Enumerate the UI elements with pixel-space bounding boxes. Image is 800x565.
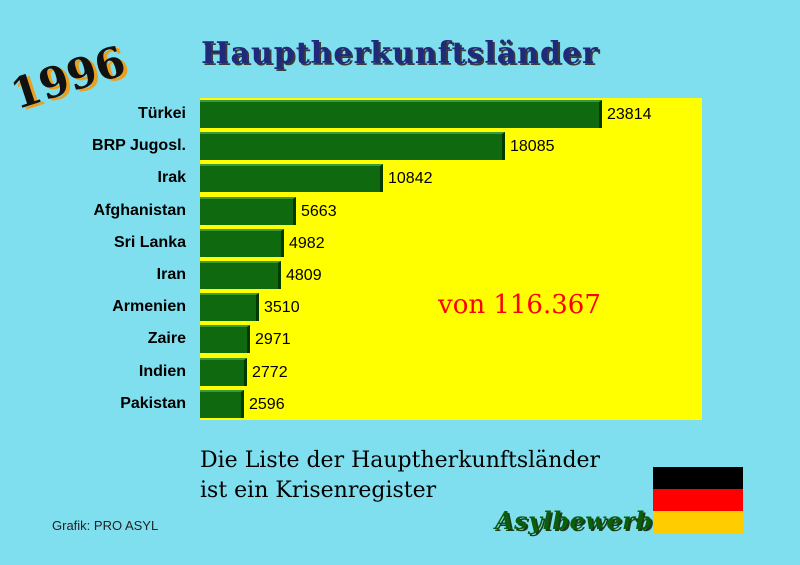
category-label: Iran bbox=[156, 266, 186, 283]
category-label: Afghanistan bbox=[93, 201, 186, 219]
caption: Die Liste der Hauptherkunftsländer ist e… bbox=[200, 446, 600, 506]
category-label: BRP Jugosl. bbox=[92, 137, 186, 155]
flag-stripe-red bbox=[653, 489, 743, 511]
value-label: 2596 bbox=[249, 395, 285, 413]
category-label: Indien bbox=[138, 362, 186, 380]
value-label: 4982 bbox=[289, 234, 325, 252]
total-annotation: von 116.367 bbox=[438, 290, 601, 320]
caption-line-2: ist ein Krisenregister bbox=[200, 478, 437, 503]
category-label: Türkei bbox=[137, 105, 186, 122]
bar bbox=[200, 357, 247, 386]
value-label: 2772 bbox=[252, 363, 288, 381]
brand-logo: Asylbewerber bbox=[495, 506, 682, 535]
caption-line-1: Die Liste der Hauptherkunftsländer bbox=[200, 448, 601, 473]
bar bbox=[200, 100, 602, 128]
bar bbox=[200, 132, 505, 161]
category-label: Pakistan bbox=[120, 394, 186, 412]
chart-title: Hauptherkunftsländer bbox=[201, 36, 599, 71]
value-label: 4809 bbox=[286, 267, 322, 284]
bar bbox=[200, 228, 284, 257]
category-label: Zaire bbox=[147, 330, 186, 348]
german-flag-icon bbox=[653, 467, 743, 533]
value-label: 3510 bbox=[264, 299, 300, 317]
value-label: 23814 bbox=[607, 106, 652, 123]
category-label: Irak bbox=[157, 169, 186, 187]
value-label: 10842 bbox=[388, 170, 433, 188]
category-label: Armenien bbox=[112, 298, 186, 316]
bar bbox=[200, 389, 244, 418]
bar bbox=[200, 164, 383, 193]
bar bbox=[200, 293, 259, 322]
bar bbox=[200, 325, 250, 354]
source-credit: Grafik: PRO ASYL bbox=[52, 518, 159, 533]
flag-stripe-black bbox=[653, 467, 743, 489]
category-label: Sri Lanka bbox=[113, 233, 186, 251]
bar bbox=[200, 196, 296, 225]
flag-stripe-gold bbox=[653, 511, 743, 533]
bar bbox=[200, 261, 281, 289]
value-label: 18085 bbox=[510, 138, 555, 156]
value-label: 5663 bbox=[301, 202, 337, 220]
value-label: 2971 bbox=[255, 331, 291, 349]
